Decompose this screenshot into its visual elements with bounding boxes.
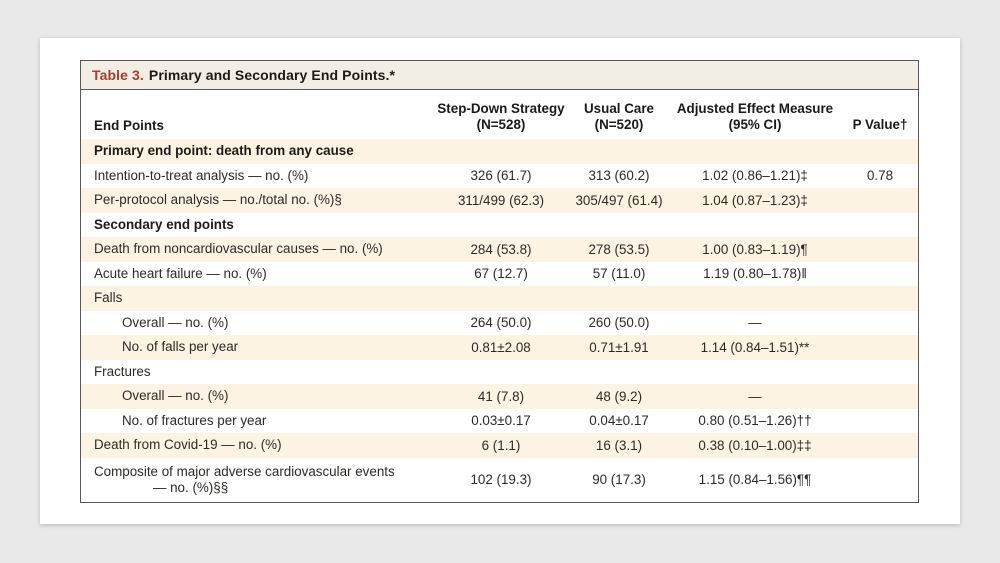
table-row-mace-composite: Composite of major adverse cardiovascula…	[81, 457, 918, 502]
table-row-intention-to-treat: Intention-to-treat analysis — no. (%) 32…	[81, 163, 918, 188]
row-label: Composite of major adverse cardiovascula…	[81, 464, 431, 496]
row-label: Secondary end points	[94, 216, 234, 232]
column-header-effect-measure-line1: Adjusted Effect Measure	[676, 101, 834, 117]
row-label: Per-protocol analysis — no./total no. (%…	[94, 192, 342, 208]
table-row-per-protocol: Per-protocol analysis — no./total no. (%…	[81, 188, 918, 213]
column-header-endpoints: End Points	[94, 118, 164, 133]
cell-effect: —	[748, 388, 762, 404]
cell-pvalue: 0.78	[866, 168, 894, 184]
cell-stepdown: 67 (12.7)	[474, 266, 528, 282]
column-header-usualcare-line1: Usual Care	[584, 101, 654, 117]
cell-effect: 1.00 (0.83–1.19)¶	[702, 241, 808, 257]
row-label-line2: — no. (%)§§	[153, 479, 229, 495]
table-row-primary-endpoint-header: Primary end point: death from any cause	[81, 139, 918, 164]
cell-effect: 1.04 (0.87–1.23)‡	[702, 192, 808, 208]
cell-usualcare: 16 (3.1)	[595, 437, 643, 453]
row-label: No. of fractures per year	[122, 412, 267, 428]
cell-usualcare: 48 (9.2)	[595, 388, 643, 404]
row-label: Falls	[94, 290, 123, 306]
column-header-stepdown-line1: Step-Down Strategy	[437, 101, 565, 117]
cell-usualcare: 0.04±0.17	[589, 413, 649, 429]
row-label: No. of falls per year	[122, 339, 239, 355]
row-label: Acute heart failure — no. (%)	[94, 265, 267, 281]
column-header-effect-measure: Adjusted Effect Measure (95% CI)	[667, 101, 843, 133]
cell-stepdown: 264 (50.0)	[470, 315, 532, 331]
cell-usualcare: 278 (53.5)	[588, 241, 650, 257]
row-label: Primary end point: death from any cause	[94, 143, 354, 159]
cell-effect: 1.15 (0.84–1.56)¶¶	[698, 472, 812, 488]
column-header-stepdown: Step-Down Strategy (N=528)	[431, 101, 571, 133]
row-label: Death from noncardiovascular causes — no…	[94, 241, 383, 257]
table-row-falls-group: Falls	[81, 286, 918, 311]
cell-usualcare: 57 (11.0)	[592, 266, 646, 282]
cell-stepdown: 6 (1.1)	[481, 437, 521, 453]
table-row-fractures-per-year: No. of fractures per year 0.03±0.17 0.04…	[81, 408, 918, 433]
cell-stepdown: 311/499 (62.3)	[457, 192, 545, 208]
table-row-fractures-group: Fractures	[81, 359, 918, 384]
table-row-fractures-overall: Overall — no. (%) 41 (7.8) 48 (9.2) —	[81, 384, 918, 409]
column-header-pvalue: P Value†	[852, 117, 908, 133]
row-label: Death from Covid-19 — no. (%)	[94, 437, 282, 453]
cell-effect: 1.14 (0.84–1.51)**	[700, 339, 810, 355]
cell-stepdown: 102 (19.3)	[470, 472, 532, 488]
cell-effect: —	[748, 315, 762, 331]
table-header-row: End Points Step-Down Strategy (N=528) Us…	[81, 90, 918, 139]
cell-usualcare: 90 (17.3)	[592, 472, 646, 488]
cell-stepdown: 0.81±2.08	[471, 339, 531, 355]
row-label: Fractures	[94, 363, 151, 379]
table-row-falls-per-year: No. of falls per year 0.81±2.08 0.71±1.9…	[81, 335, 918, 360]
cell-stepdown: 326 (61.7)	[470, 168, 532, 184]
cell-effect: 1.19 (0.80–1.78)‖	[703, 266, 807, 282]
table-title-text: Primary and Secondary End Points.*	[148, 67, 396, 83]
cell-effect: 0.38 (0.10–1.00)‡‡	[698, 437, 812, 453]
cell-effect: 1.02 (0.86–1.21)‡	[702, 168, 808, 184]
table-row-covid-death: Death from Covid-19 — no. (%) 6 (1.1) 16…	[81, 433, 918, 458]
cell-stepdown: 41 (7.8)	[477, 388, 525, 404]
column-header-effect-measure-line2: (95% CI)	[728, 117, 782, 133]
cell-usualcare: 305/497 (61.4)	[575, 192, 663, 208]
table3-frame: Table 3. Primary and Secondary End Point…	[80, 60, 919, 503]
table-row-acute-heart-failure: Acute heart failure — no. (%) 67 (12.7) …	[81, 261, 918, 286]
column-header-usualcare-line2: (N=520)	[594, 117, 644, 133]
table-row-falls-overall: Overall — no. (%) 264 (50.0) 260 (50.0) …	[81, 310, 918, 335]
cell-usualcare: 0.71±1.91	[589, 339, 649, 355]
cell-usualcare: 313 (60.2)	[588, 168, 650, 184]
cell-effect: 0.80 (0.51–1.26)††	[698, 413, 812, 429]
row-label-line1: Composite of major adverse cardiovascula…	[94, 463, 395, 479]
cell-stepdown: 284 (53.8)	[470, 241, 532, 257]
table-row-secondary-endpoints-header: Secondary end points	[81, 212, 918, 237]
cell-usualcare: 260 (50.0)	[588, 315, 650, 331]
row-label: Overall — no. (%)	[122, 388, 229, 404]
row-label: Overall — no. (%)	[122, 314, 229, 330]
table-number: Table 3.	[92, 67, 144, 83]
cell-stepdown: 0.03±0.17	[471, 413, 531, 429]
figure-card: Table 3. Primary and Secondary End Point…	[40, 38, 960, 524]
column-header-stepdown-line2: (N=528)	[476, 117, 526, 133]
column-header-usualcare: Usual Care (N=520)	[571, 101, 667, 133]
table-row-noncardiovascular-death: Death from noncardiovascular causes — no…	[81, 237, 918, 262]
row-label: Intention-to-treat analysis — no. (%)	[94, 167, 309, 183]
table-title-bar: Table 3. Primary and Secondary End Point…	[81, 61, 918, 90]
table-body: Primary end point: death from any cause …	[81, 139, 918, 502]
